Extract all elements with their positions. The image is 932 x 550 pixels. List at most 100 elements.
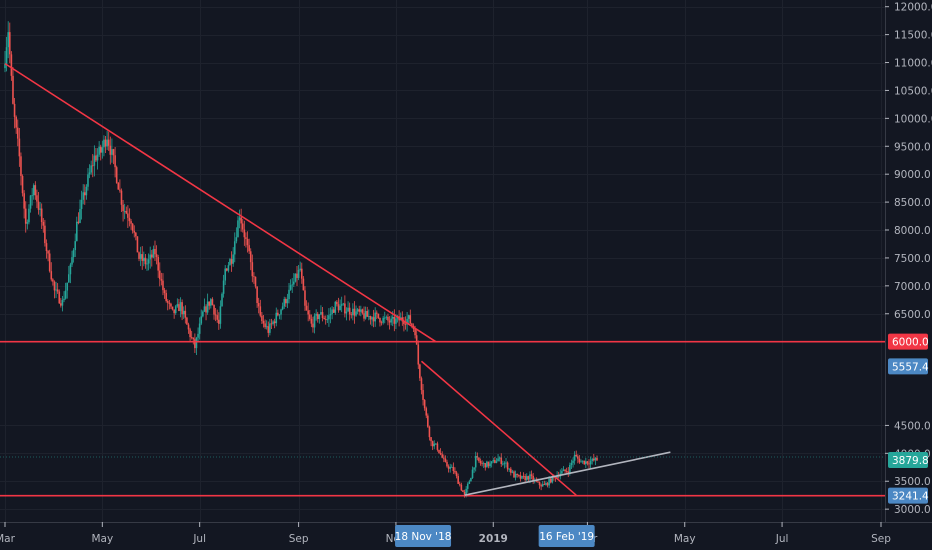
candle-body <box>548 478 550 486</box>
candle-body <box>39 208 41 210</box>
price-tick-label: 7000.0 <box>894 281 931 293</box>
candle-up <box>291 278 294 294</box>
candle-body <box>257 303 260 307</box>
candle-body <box>280 309 282 315</box>
candle-down <box>543 480 546 486</box>
candle-body <box>366 310 369 317</box>
candle-up <box>385 315 388 320</box>
candle-down <box>77 212 80 225</box>
candle-up <box>96 148 99 170</box>
candle-up <box>7 21 9 59</box>
candle-body <box>431 441 434 447</box>
candle-up <box>326 314 329 323</box>
candle-body <box>225 268 228 271</box>
candle-body <box>181 302 183 315</box>
candle-body <box>200 316 203 324</box>
candle-body <box>15 116 17 128</box>
candle-up <box>29 194 32 213</box>
candle-down <box>171 306 174 311</box>
candle-down <box>214 307 217 322</box>
candle-body <box>157 257 159 271</box>
candle-down <box>130 218 132 230</box>
label-6000: 6000.0 <box>888 333 929 350</box>
candle-up <box>4 50 6 73</box>
candle-up <box>482 461 485 469</box>
candle-down <box>423 399 426 411</box>
candle-up <box>143 251 145 267</box>
candle-down <box>267 321 270 338</box>
candle-down <box>21 174 24 197</box>
candle-up <box>146 258 148 271</box>
candle-body <box>546 483 549 486</box>
candle-body <box>502 463 504 465</box>
candle-up <box>468 479 471 485</box>
candle-body <box>337 304 340 311</box>
candle-down <box>361 308 364 315</box>
candle-down <box>128 208 131 227</box>
candle-down <box>120 188 123 212</box>
candle-body <box>556 475 558 479</box>
candle-up <box>356 307 359 315</box>
rising-support-line[interactable] <box>464 451 671 496</box>
candle-up <box>470 477 472 482</box>
candle-up <box>278 314 281 320</box>
candle-up <box>280 308 282 320</box>
candle-body <box>329 314 332 316</box>
major-downtrend-line[interactable] <box>4 62 437 343</box>
price-label-badge <box>888 452 928 469</box>
candle-body <box>447 466 450 469</box>
candle-body <box>144 257 147 265</box>
candle-down <box>522 472 525 479</box>
candle-down <box>23 190 25 219</box>
price-axis[interactable]: 12000.0 11500.0 11000.0 10500.0 10000.0 9500.… <box>885 2 932 516</box>
candle-down <box>254 276 257 289</box>
candle-body <box>233 241 236 255</box>
candle-up <box>98 141 100 157</box>
candle-body <box>253 276 255 278</box>
candle-body <box>4 63 6 69</box>
secondary-downtrend-line[interactable] <box>420 360 577 496</box>
candle-body <box>403 321 405 325</box>
candle-body <box>53 281 56 291</box>
candle-down <box>308 309 311 321</box>
candle-down <box>460 482 463 492</box>
candle-body <box>10 54 13 76</box>
candle-body <box>96 154 99 161</box>
candle-down <box>13 98 16 129</box>
candle-up <box>342 302 345 306</box>
candle-body <box>66 282 69 291</box>
candle-body <box>63 298 65 301</box>
candle-body <box>101 147 104 153</box>
candle-down <box>332 307 335 314</box>
candle-body <box>64 290 67 299</box>
candle-body <box>273 321 276 324</box>
candle-down <box>262 315 265 328</box>
candle-body <box>500 457 503 464</box>
candle-down <box>249 248 252 271</box>
candle-body <box>385 316 388 318</box>
candle-up <box>489 460 491 469</box>
candle-body <box>332 309 335 313</box>
candle-up <box>147 253 150 271</box>
candle-down <box>99 144 102 161</box>
candle-up <box>318 314 321 324</box>
candle-body <box>192 337 195 340</box>
candle-body <box>336 301 338 305</box>
candle-body <box>326 319 329 321</box>
candle-body <box>211 299 214 306</box>
candle-body <box>519 475 522 479</box>
candle-body <box>490 461 493 464</box>
candle-down <box>428 425 431 441</box>
candle-body <box>82 192 84 200</box>
candle-down <box>259 299 262 318</box>
candle-body <box>160 279 163 281</box>
candle-up <box>511 469 514 474</box>
candle-body <box>91 165 94 167</box>
candle-body <box>285 299 287 304</box>
candle-body <box>8 32 11 55</box>
candle-body <box>224 268 226 281</box>
candle-down <box>513 470 515 478</box>
candle-up <box>202 310 204 318</box>
candle-body <box>449 467 451 469</box>
